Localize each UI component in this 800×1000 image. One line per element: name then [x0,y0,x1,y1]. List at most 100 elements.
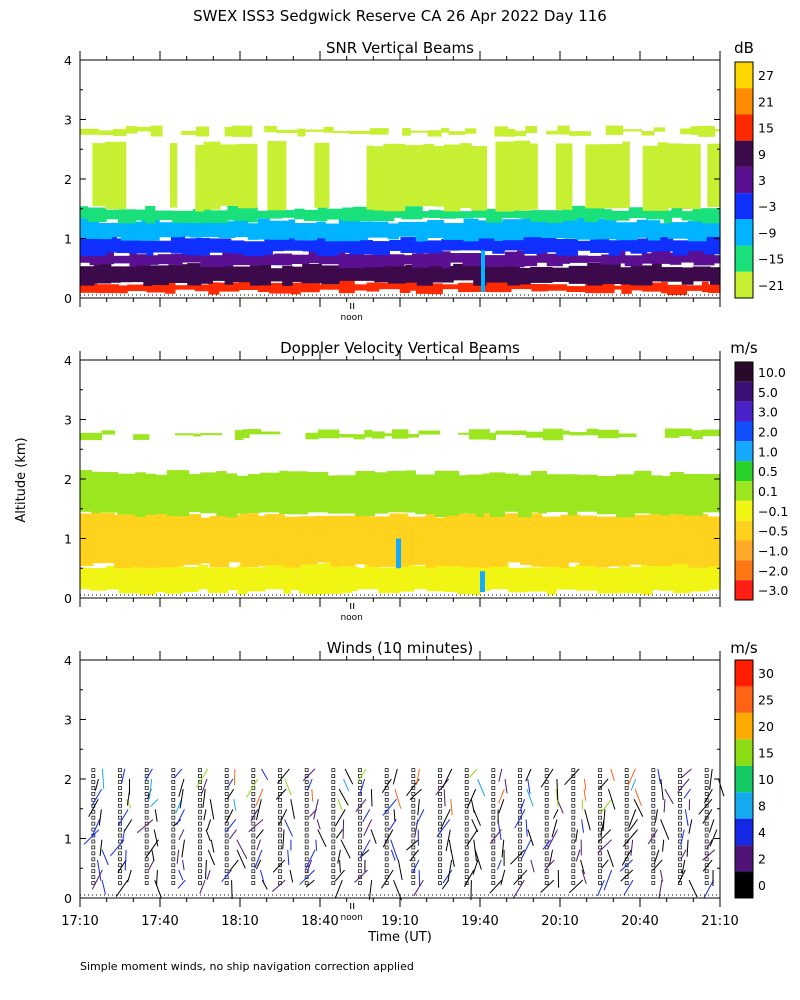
wind-sample-marker [171,792,176,796]
heatmap-cell [399,280,411,294]
wind-sample-marker [144,792,149,796]
wind-sample-marker [91,839,96,844]
wind-sample-marker [331,792,336,796]
wind-sample-marker [678,792,682,796]
wind-sample-marker [251,768,256,772]
heatmap-cell [183,513,202,565]
wind-barb [489,879,503,894]
heatmap-cell [562,430,570,435]
wind-sample-marker [358,780,362,784]
wind-sample-marker [438,839,442,844]
wind-sample-marker [571,881,576,885]
wind-barb [179,789,184,809]
wind-barb [83,829,100,845]
wind-sample-marker [678,845,682,850]
wind-sample-marker [198,821,202,826]
heatmap-cell [418,430,441,435]
wind-sample-marker [678,863,682,868]
heatmap-cell [441,238,460,251]
wind-barb [448,839,452,853]
heatmap-cell [459,143,472,209]
wind-barb [256,839,261,851]
heatmap-cell [127,284,148,292]
heatmap-cell [449,253,464,263]
wind-sample-marker [118,875,122,880]
wind-sample-marker [464,809,469,814]
heatmap-cell [458,475,467,514]
heatmap-cell [522,235,543,254]
wind-barb [514,809,526,829]
heatmap-cell [463,218,479,242]
heatmap-cell [207,567,229,594]
heatmap-cell [342,207,354,222]
wind-sample-marker [651,774,656,778]
wind-sample-marker [411,809,416,814]
heatmap-cell [264,514,285,566]
wind-sample-marker [91,780,96,784]
wind-sample-marker [544,881,549,885]
heatmap-cell [246,567,266,592]
wind-barb [442,768,453,789]
heatmap-cell [216,471,227,517]
wind-sample-marker [251,780,256,784]
wind-sample-marker [118,780,122,784]
heatmap-cell [522,218,542,238]
wind-sample-marker [278,857,282,862]
heatmap-cell [383,143,406,212]
wind-barb [630,778,637,791]
wind-sample-marker [518,875,522,880]
wind-sample-marker [438,809,442,814]
heatmap-cell [388,266,406,284]
heatmap-cell [513,140,531,211]
heatmap-cell [506,513,521,563]
heatmap-cell [351,566,359,592]
heatmap-cell [182,252,202,263]
wind-sample-marker [651,839,656,844]
heatmap-cell [149,514,160,568]
wind-sample-marker [411,863,416,868]
wind-barb [284,778,292,796]
heatmap-cell [708,564,721,590]
wind-sample-marker [171,821,176,826]
heatmap-cell [319,284,340,290]
wind-sample-marker [251,881,256,885]
y-tick-label: 2 [64,172,72,187]
heatmap-cell [653,127,666,132]
wind-sample-marker [464,833,469,838]
wind-barb [233,799,237,811]
wind-barb [306,859,313,873]
wind-barb [354,869,368,883]
wind-barb [337,849,341,864]
wind-sample-marker [118,857,122,862]
wind-barb [199,879,206,894]
colorbar-tick-label: 3 [758,173,766,188]
wind-sample-marker [704,774,709,778]
wind-barb [91,819,100,837]
heatmap-cell [613,285,622,290]
wind-sample-marker [704,869,709,874]
wind-sample-marker [704,809,709,814]
wind-sample-marker [624,851,629,856]
wind-sample-marker [304,851,309,856]
colorbar-swatch [735,114,753,141]
heatmap-cell [89,568,107,591]
wind-barb [245,778,259,798]
heatmap-cell [457,563,474,595]
wind-sample-marker [624,803,629,808]
heatmap-cell [317,207,328,222]
heatmap-cell [150,255,159,265]
heatmap-cell [659,223,669,237]
heatmap-cell [488,513,508,567]
heatmap-cell [141,217,160,241]
wind-barb [512,879,525,899]
wind-sample-marker [411,857,416,862]
heatmap-cell [680,250,695,263]
heatmap-cell [257,282,270,293]
heatmap-cell [702,429,721,437]
heatmap-cell [624,255,643,267]
wind-sample-marker [304,857,309,862]
heatmap-cell [651,263,662,282]
wind-sample-marker [624,774,629,778]
heatmap-cell [405,264,418,283]
heatmap-cell [416,241,424,254]
